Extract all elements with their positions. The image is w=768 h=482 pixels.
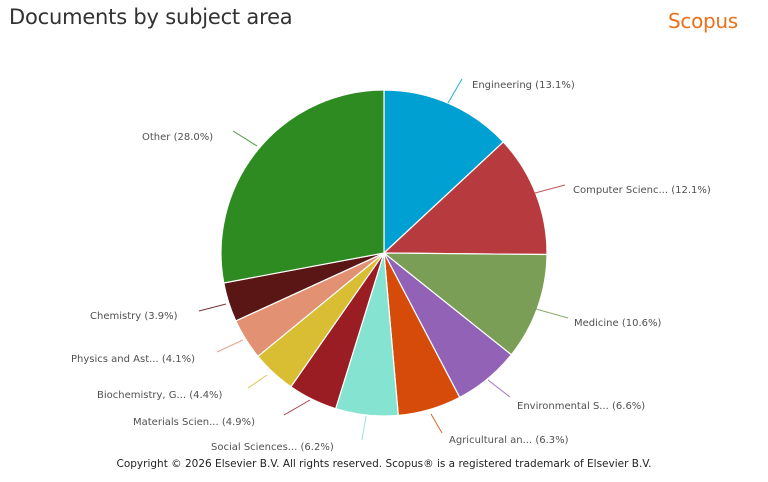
leader-line (430, 413, 443, 434)
slice-label-biochemistry-g: Biochemistry, G... (4.4%) (97, 390, 223, 401)
leader-line (247, 374, 268, 389)
leader-line (534, 184, 566, 194)
leader-line (283, 399, 311, 416)
slice-label-medicine: Medicine (10.6%) (574, 318, 662, 329)
pie-slice-engineering[interactable] (383, 89, 505, 255)
pie-slice-medicine[interactable] (382, 252, 548, 356)
scopus-logo[interactable]: Scopus (668, 9, 738, 33)
leader-line (198, 303, 227, 312)
slice-label-chemistry: Chemistry (3.9%) (90, 311, 178, 322)
leader-line (447, 78, 463, 104)
leader-line (232, 130, 258, 147)
leader-line (487, 379, 511, 398)
leader-line (216, 339, 244, 353)
leader-lines (198, 78, 569, 441)
leader-line (535, 308, 569, 319)
slice-label-engineering: Engineering (13.1%) (472, 80, 575, 91)
slice-label-materials-scien: Materials Scien... (4.9%) (133, 417, 255, 428)
slice-label-agricultural-an: Agricultural an... (6.3%) (449, 435, 569, 446)
slice-label-other: Other (28.0%) (142, 132, 213, 143)
pie-slice-other[interactable] (220, 89, 385, 284)
slice-label-computer-scienc: Computer Scienc... (12.1%) (573, 185, 711, 196)
copyright-footer: Copyright © 2026 Elsevier B.V. All right… (116, 458, 652, 470)
slice-label-environmental-s: Environmental S... (6.6%) (517, 401, 645, 412)
slice-label-social-sciences: Social Sciences... (6.2%) (211, 442, 334, 453)
leader-line (361, 415, 367, 441)
pie-slices (220, 89, 548, 417)
chart-title: Documents by subject area (9, 5, 293, 29)
slice-labels: Engineering (13.1%) Computer Scienc... (1… (71, 80, 711, 453)
pie-slice-computer-scienc[interactable] (382, 141, 548, 256)
slice-label-physics-and-ast: Physics and Ast... (4.1%) (71, 354, 195, 365)
